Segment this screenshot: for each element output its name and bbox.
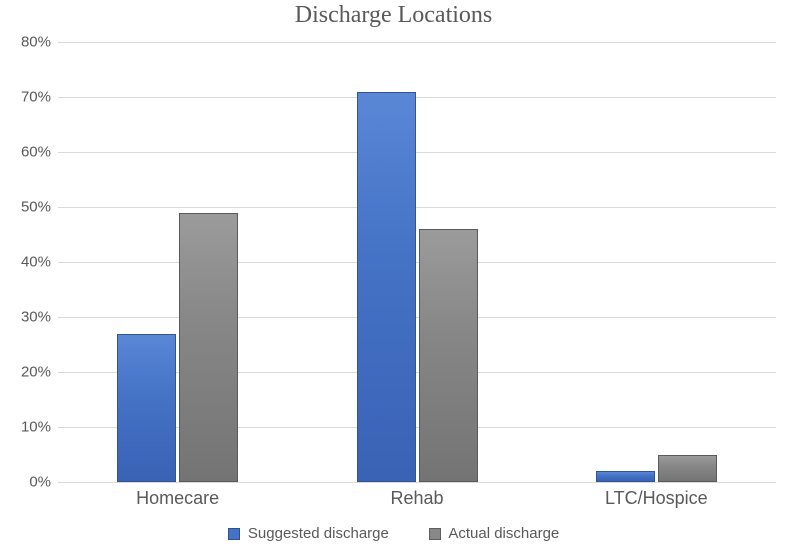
gridline bbox=[58, 42, 776, 43]
bar-actual bbox=[419, 229, 478, 482]
gridline bbox=[58, 207, 776, 208]
bar-actual bbox=[658, 455, 717, 483]
legend-item-suggested: Suggested discharge bbox=[228, 525, 389, 542]
gridline bbox=[58, 152, 776, 153]
gridline bbox=[58, 317, 776, 318]
y-tick-label: 60% bbox=[3, 144, 51, 161]
swatch-actual-icon bbox=[429, 528, 441, 540]
bar-suggested bbox=[117, 334, 176, 483]
bar-suggested bbox=[357, 92, 416, 483]
legend-label-actual: Actual discharge bbox=[448, 525, 559, 542]
category-label: Rehab bbox=[297, 488, 536, 509]
y-tick-label: 70% bbox=[3, 89, 51, 106]
gridline bbox=[58, 262, 776, 263]
bar-actual bbox=[179, 213, 238, 483]
y-tick-label: 20% bbox=[3, 364, 51, 381]
category-label: Homecare bbox=[58, 488, 297, 509]
legend-label-suggested: Suggested discharge bbox=[248, 525, 389, 542]
y-tick-label: 50% bbox=[3, 199, 51, 216]
bar-suggested bbox=[596, 471, 655, 482]
discharge-locations-chart: Discharge Locations Suggested discharge … bbox=[0, 0, 787, 546]
y-tick-label: 80% bbox=[3, 34, 51, 51]
y-tick-label: 30% bbox=[3, 309, 51, 326]
legend: Suggested discharge Actual discharge bbox=[0, 525, 787, 542]
gridline bbox=[58, 97, 776, 98]
category-label: LTC/Hospice bbox=[537, 488, 776, 509]
plot-area bbox=[58, 42, 776, 483]
y-tick-label: 40% bbox=[3, 254, 51, 271]
y-tick-label: 10% bbox=[3, 419, 51, 436]
swatch-suggested-icon bbox=[228, 528, 240, 540]
legend-item-actual: Actual discharge bbox=[429, 525, 559, 542]
y-tick-label: 0% bbox=[3, 474, 51, 491]
chart-title: Discharge Locations bbox=[0, 2, 787, 29]
